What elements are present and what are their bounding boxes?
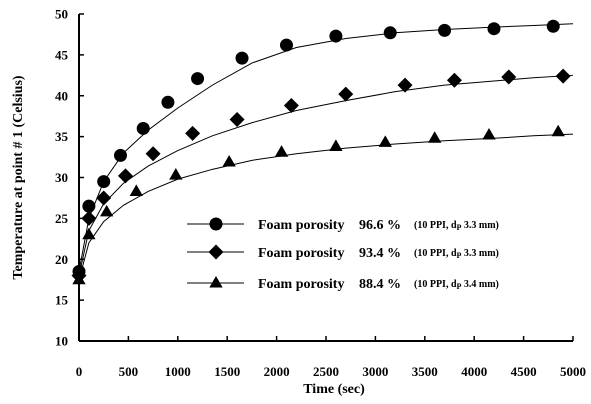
data-point-circle (546, 19, 560, 33)
legend-detail-pre: (10 PPI, d (414, 248, 457, 259)
data-point-circle (161, 95, 175, 109)
data-point-diamond (145, 146, 161, 162)
y-tick-label: 40 (55, 88, 68, 103)
data-point-diamond (81, 210, 97, 226)
data-point-circle (383, 26, 397, 40)
data-point-triangle (551, 124, 565, 137)
legend: Foam porosity 96.6 % (10 PPI, dP 3.3 mm)Fo… (187, 217, 499, 292)
y-tick-label: 50 (55, 7, 68, 22)
data-point-triangle (274, 145, 289, 157)
legend-entry: Foam porosity 93.4 % (10 PPI, dP 3.3 mm) (187, 244, 499, 261)
y-tick-label: 45 (55, 47, 69, 62)
data-point-triangle (169, 168, 183, 180)
legend-value: 96.6 % (359, 218, 401, 233)
legend-detail-pre: (10 PPI, d (414, 220, 457, 231)
data-point-diamond (117, 168, 133, 184)
x-tick-label: 5000 (560, 364, 586, 379)
data-point-diamond (185, 125, 201, 141)
data-point-triangle (72, 272, 86, 285)
data-point-triangle (482, 127, 496, 140)
x-tick-label: 2500 (313, 364, 339, 379)
data-point-circle (235, 51, 249, 65)
y-tick-label: 10 (55, 334, 68, 349)
series-circle (72, 19, 574, 279)
data-point-diamond (229, 111, 245, 127)
series-layer (71, 19, 574, 285)
legend-marker-triangle (209, 276, 223, 288)
x-tick-label: 3000 (362, 364, 388, 379)
legend-label: Foam porosity (258, 277, 344, 292)
y-tick-label: 35 (55, 129, 69, 144)
legend-detail-sub: P (457, 223, 462, 232)
data-point-circle (279, 38, 293, 52)
legend-entry: Foam porosity 88.4 % (10 PPI, dP 3.4 mm) (187, 276, 499, 292)
data-point-triangle (378, 135, 392, 147)
y-axis-title: Temperature at point # 1 (Celsius) (11, 75, 26, 280)
data-point-triangle (428, 131, 442, 143)
data-point-diamond (96, 190, 112, 206)
legend-detail: (10 PPI, dP 3.4 mm) (414, 279, 499, 291)
data-point-circle (191, 72, 205, 86)
data-point-triangle (222, 154, 236, 167)
legend-detail-pre: (10 PPI, d (414, 279, 457, 290)
data-point-circle (82, 199, 96, 213)
y-tick-label: 25 (55, 211, 69, 226)
data-point-triangle (329, 139, 343, 151)
legend-detail-sub: P (457, 251, 462, 260)
data-point-circle (329, 29, 343, 43)
legend-value: 88.4 % (359, 277, 401, 292)
ticks: 0 500 1000 1500 2000 2500 3000 3500 4000 4500 5000… (55, 7, 586, 380)
data-point-triangle (100, 204, 114, 217)
data-point-diamond (283, 98, 299, 114)
y-tick-label: 20 (55, 252, 68, 267)
data-point-triangle (129, 184, 143, 196)
series-line (78, 74, 574, 276)
x-tick-label: 1500 (214, 364, 240, 379)
data-point-circle (113, 148, 127, 162)
legend-detail-sub: P (457, 282, 462, 291)
legend-value: 93.4 % (359, 246, 401, 261)
data-point-circle (438, 23, 452, 37)
data-point-diamond (555, 68, 571, 84)
y-tick-label: 15 (55, 293, 69, 308)
data-point-circle (136, 121, 150, 135)
data-point-diamond (446, 72, 462, 88)
legend-label: Foam porosity (258, 218, 344, 233)
series-line (78, 23, 574, 272)
legend-entry: Foam porosity 96.6 % (10 PPI, dP 3.3 mm) (187, 217, 499, 233)
legend-detail-post: 3.3 mm) (461, 220, 499, 231)
legend-marker-diamond (208, 244, 224, 260)
legend-detail-post: 3.4 mm) (461, 279, 499, 290)
y-tick-label: 30 (55, 170, 68, 185)
x-tick-label: 0 (76, 364, 83, 379)
x-tick-label: 3500 (412, 364, 438, 379)
x-axis-title: Time (sec) (303, 382, 365, 397)
legend-marker-circle (209, 217, 223, 231)
data-point-triangle (82, 227, 96, 240)
x-tick-label: 4500 (511, 364, 537, 379)
series-diamond (71, 68, 574, 284)
legend-detail: (10 PPI, dP 3.3 mm) (414, 220, 499, 232)
legend-detail-post: 3.3 mm) (461, 248, 499, 259)
x-tick-label: 1000 (165, 364, 191, 379)
data-point-diamond (501, 69, 517, 85)
data-point-circle (487, 22, 501, 36)
x-tick-label: 2000 (264, 364, 290, 379)
data-point-diamond (338, 86, 354, 102)
data-point-diamond (397, 77, 413, 93)
legend-label: Foam porosity (258, 246, 344, 261)
data-point-circle (97, 175, 111, 189)
x-tick-label: 500 (119, 364, 139, 379)
series-triangle (72, 124, 574, 285)
x-tick-label: 4000 (461, 364, 487, 379)
legend-detail: (10 PPI, dP 3.3 mm) (414, 248, 499, 260)
